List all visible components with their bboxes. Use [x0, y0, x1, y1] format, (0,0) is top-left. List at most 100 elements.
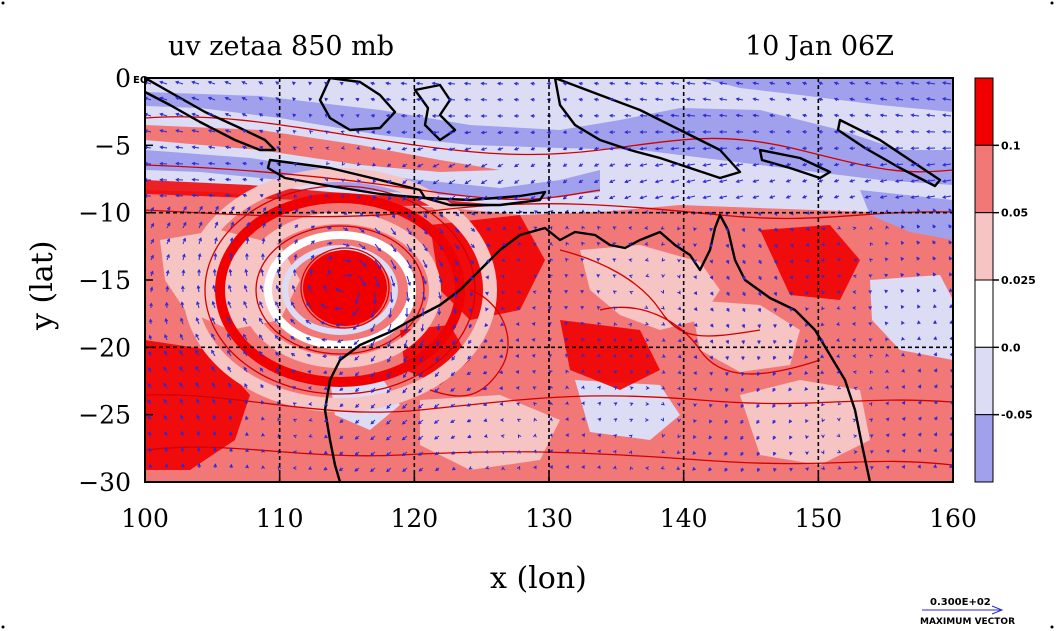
corner-dot — [1, 1, 5, 5]
wind-vector-head — [645, 402, 650, 406]
wind-vector-head — [885, 369, 889, 374]
x-tick-label: 140 — [660, 504, 708, 533]
wind-vector-head — [901, 384, 905, 389]
wind-vector — [390, 275, 395, 287]
wind-vector-head — [435, 467, 439, 472]
wind-vector-head — [849, 97, 854, 102]
wind-vector-head — [246, 221, 250, 226]
wind-vector-head — [910, 113, 915, 118]
wind-vector-head — [387, 328, 392, 333]
wind-vector — [671, 147, 680, 150]
wind-vector-head — [416, 130, 421, 135]
wind-vector-head — [639, 179, 644, 184]
wind-vector-head — [191, 161, 196, 166]
wind-vector-head — [423, 230, 428, 235]
wind-vector-head — [416, 97, 421, 102]
wind-vector-head — [354, 468, 359, 472]
wind-vector-head — [549, 465, 553, 469]
wind-vector-head — [565, 401, 569, 406]
wind-vector-head — [593, 81, 598, 86]
wind-vector-head — [242, 193, 247, 198]
wind-vector-head — [468, 308, 473, 313]
wind-vector — [880, 163, 888, 166]
wind-vector-head — [772, 388, 776, 392]
wind-vector-head — [470, 260, 475, 265]
wind-vector-head — [837, 449, 842, 454]
wind-vector-head — [517, 241, 522, 246]
wind-vector-head — [290, 352, 295, 357]
wind-vector — [640, 179, 648, 183]
wind-vector-head — [421, 312, 426, 317]
wind-vector-head — [432, 130, 437, 135]
wind-vector-head — [292, 146, 297, 151]
wind-vector-head — [709, 243, 713, 248]
wind-vector-head — [820, 386, 825, 391]
wind-vector-head — [726, 276, 730, 281]
wind-vector-head — [917, 208, 921, 213]
wind-vector — [374, 243, 381, 252]
wind-vector — [160, 97, 168, 101]
wind-vector-head — [501, 451, 506, 455]
wind-vector — [354, 339, 360, 345]
wind-vector-head — [401, 436, 406, 441]
wind-vector-head — [198, 221, 203, 226]
wind-vector-head — [322, 370, 327, 375]
wind-vector-head — [175, 193, 180, 198]
wind-vector — [390, 227, 396, 235]
wind-vector-head — [926, 179, 931, 183]
wind-vector-head — [499, 418, 504, 422]
wind-vector-head — [629, 402, 634, 406]
wind-vector-head — [533, 226, 538, 231]
wind-vector-head — [261, 237, 266, 242]
wind-vector-head — [497, 147, 502, 151]
wind-vector-head — [339, 419, 344, 424]
wind-vector-head — [448, 164, 453, 168]
wind-vector-head — [549, 385, 553, 390]
wind-vector-head — [335, 323, 340, 327]
wind-vector-head — [195, 365, 199, 370]
wind-vector-head — [628, 322, 633, 327]
wind-vector-head — [869, 370, 874, 375]
wind-vector-head — [497, 130, 502, 135]
wind-vector-head — [241, 129, 246, 133]
wind-vector-head — [565, 241, 570, 246]
wind-vector — [671, 98, 680, 101]
wind-vector-head — [208, 193, 213, 198]
wind-vector-head — [227, 300, 231, 305]
wind-vector — [274, 318, 280, 325]
wind-vector — [259, 318, 264, 325]
wind-vector-head — [864, 179, 869, 183]
wind-vector-head — [613, 433, 617, 438]
wind-vector — [880, 114, 888, 117]
wind-vector-head — [468, 324, 473, 329]
wind-vector-head — [175, 177, 180, 182]
wind-vector-head — [533, 417, 538, 422]
wind-vector-head — [518, 226, 523, 230]
wind-vector-head — [308, 402, 313, 406]
wind-vector-head — [370, 436, 375, 441]
y-tick-label: −5 — [94, 131, 131, 160]
wind-vectors — [145, 80, 953, 473]
wind-vector-head — [241, 145, 246, 150]
wind-vector-head — [917, 384, 922, 389]
wind-vector-head — [466, 418, 471, 423]
wind-vector — [243, 317, 248, 325]
wind-vector-head — [785, 81, 790, 86]
wind-vector-head — [213, 252, 218, 257]
wind-vector-head — [901, 432, 906, 437]
wind-vector-head — [868, 338, 873, 342]
wind-vector-head — [516, 402, 521, 406]
wind-vector-head — [180, 301, 185, 306]
wind-vector-head — [207, 129, 212, 133]
wind-vector-head — [370, 113, 375, 118]
wind-vector-head — [852, 274, 857, 279]
wind-vector-head — [644, 305, 649, 309]
wind-vector-head — [853, 434, 858, 439]
wind-vector-head — [293, 162, 298, 167]
wind-vector-head — [884, 257, 889, 262]
wind-vector-head — [735, 163, 740, 167]
wind-vector-head — [408, 248, 412, 253]
wind-vector-head — [769, 195, 774, 199]
wind-vector-head — [148, 447, 152, 452]
wind-vector-head — [502, 226, 507, 230]
